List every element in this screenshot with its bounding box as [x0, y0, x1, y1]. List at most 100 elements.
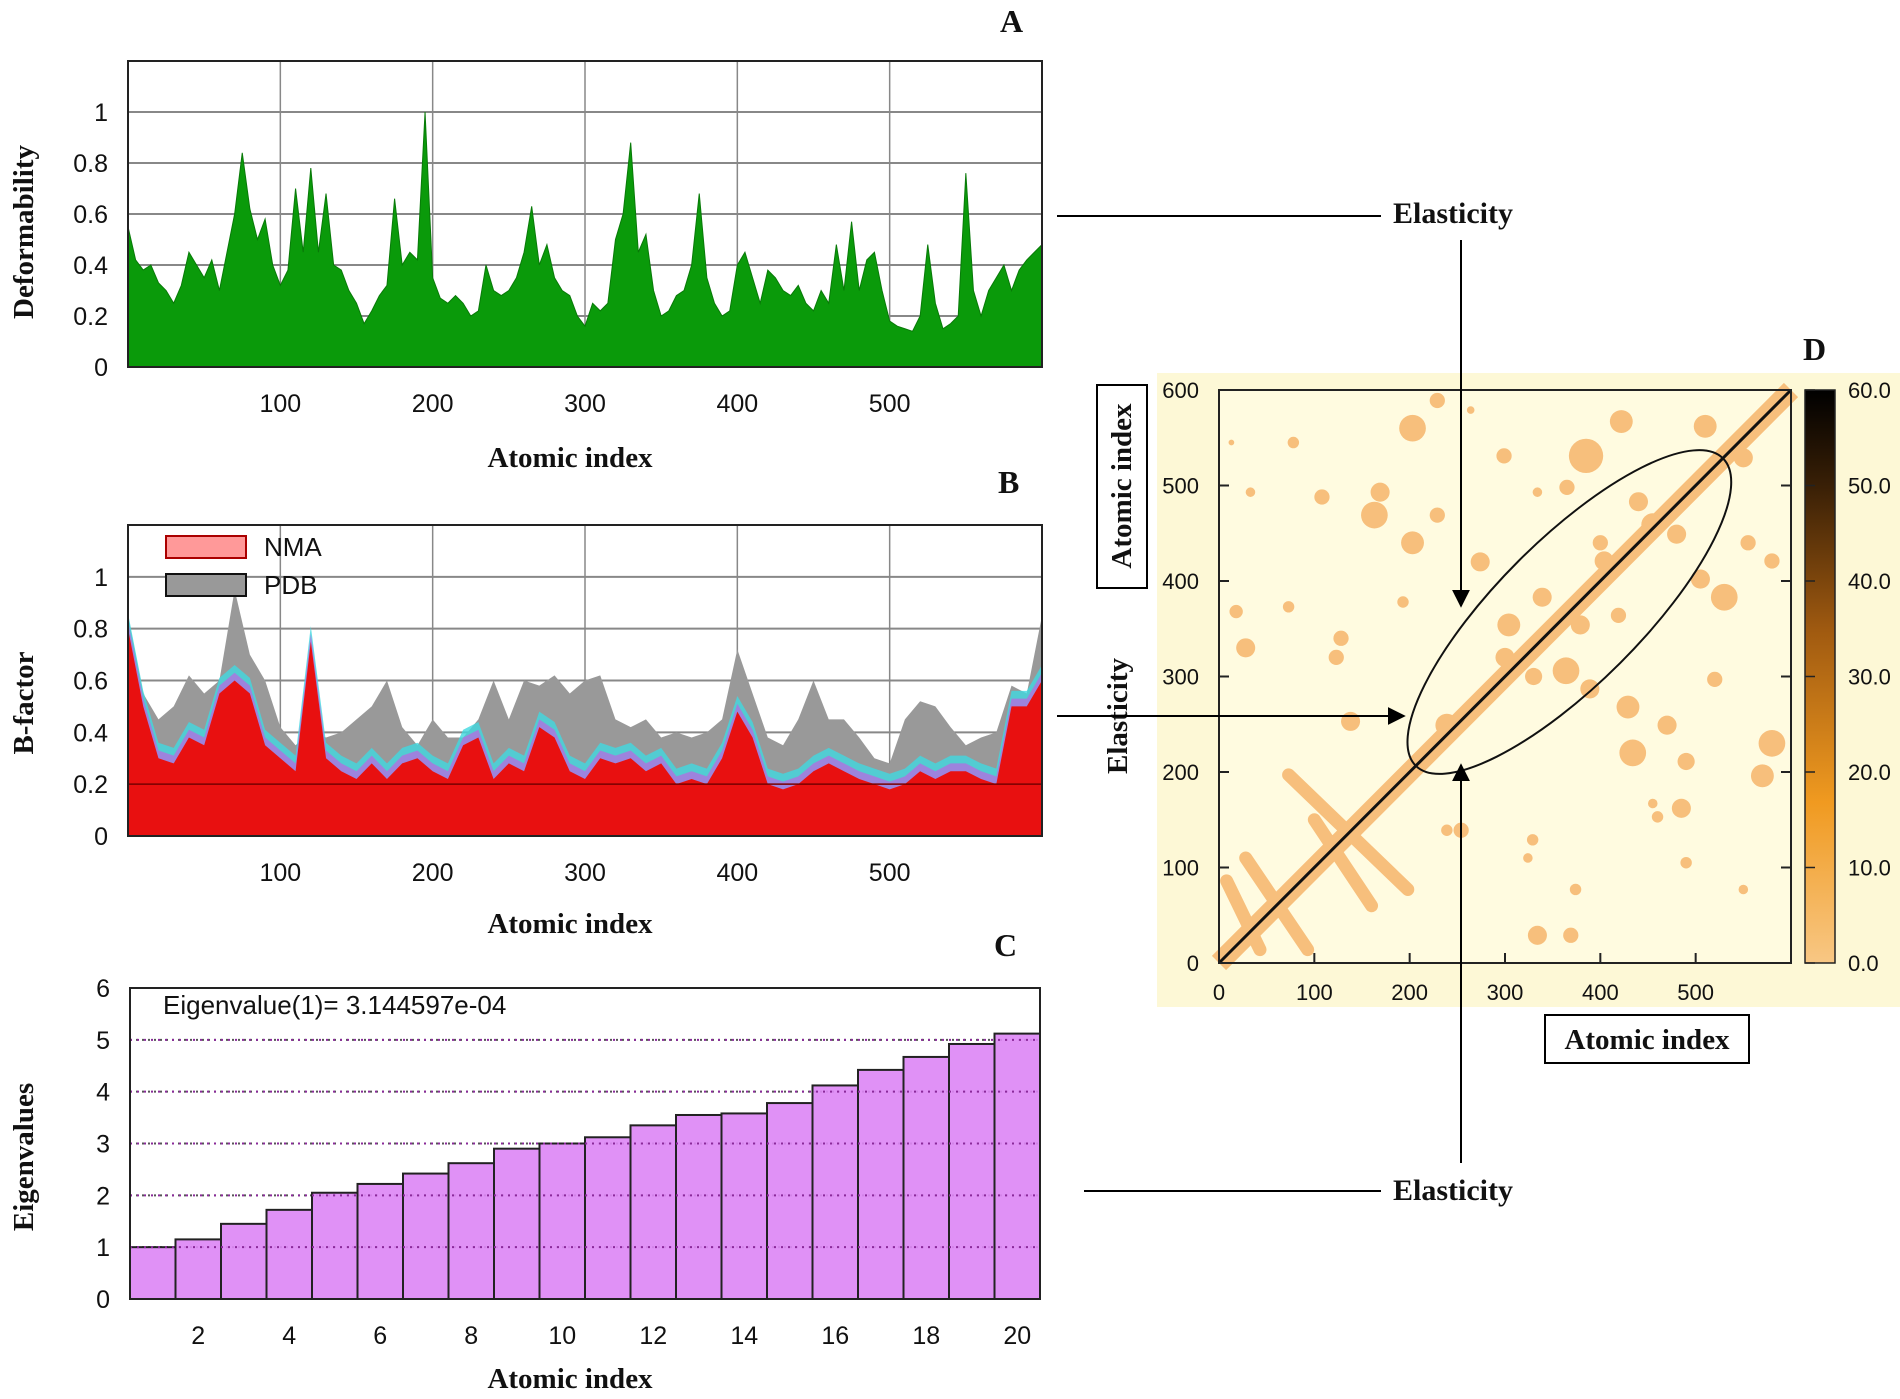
contact-cluster: [1580, 679, 1600, 699]
y-tick-label: 0.8: [73, 616, 108, 644]
x-tick-label: 16: [821, 1322, 849, 1350]
eigenvalue-bar: [265, 1208, 313, 1301]
eigenvalue-bar: [811, 1084, 859, 1300]
plot-frame: [127, 524, 1043, 837]
eigenvalue-bar: [720, 1112, 768, 1300]
contact-cluster: [1228, 439, 1235, 446]
y-tick-label: 0.4: [73, 719, 108, 747]
contact-cluster: [1750, 764, 1774, 788]
x-tick-label: 0: [1213, 980, 1225, 1005]
y-tick-label: 0: [96, 1286, 110, 1314]
contact-cluster: [1648, 798, 1658, 809]
contact-cluster: [1707, 671, 1723, 687]
x-tick-label: 200: [412, 859, 454, 887]
contact-cluster: [1236, 638, 1256, 658]
panel-a-deformability-chart: 0 0.2 0.4 0.6 0.8 1 100 200 300 400 500: [73, 60, 1043, 418]
contact-cluster: [1532, 587, 1552, 607]
eigenvalue-bar: [129, 1246, 177, 1300]
panel-b-xlabel: Atomic index: [487, 908, 653, 940]
contact-cluster: [1641, 513, 1665, 537]
contact-cluster: [1333, 630, 1349, 646]
contact-cluster: [1616, 695, 1640, 719]
contact-cluster: [1569, 883, 1582, 896]
x-tick-label: 18: [912, 1322, 940, 1350]
contact-cluster: [1568, 438, 1604, 474]
contact-cluster: [1526, 834, 1539, 846]
x-tick-label: 6: [373, 1322, 387, 1350]
panel-c-xlabel: Atomic index: [487, 1363, 653, 1395]
eigenvalue-bar: [766, 1102, 814, 1300]
eigenvalue-bar: [493, 1147, 541, 1301]
legend-label-nma: NMA: [264, 532, 322, 562]
contact-cluster: [1495, 647, 1515, 667]
contact-cluster: [1370, 482, 1390, 502]
contact-cluster: [1429, 392, 1445, 409]
y-tick-label: 0.6: [73, 668, 108, 696]
elasticity-top-label: Elasticity: [1393, 197, 1513, 230]
elasticity-annotations: Elasticity Elasticity: [1057, 197, 1513, 1207]
panel-c-annotation: Eigenvalue(1)= 3.144597e-04: [163, 990, 506, 1020]
y-tick-label: 600: [1162, 378, 1199, 403]
contact-cluster: [1563, 927, 1579, 943]
contact-cluster: [1361, 501, 1388, 529]
x-tick-label: 12: [639, 1322, 667, 1350]
contact-cluster: [1401, 531, 1424, 555]
contact-cluster: [1690, 569, 1710, 589]
contact-cluster: [1470, 552, 1490, 572]
contact-cluster: [1496, 448, 1512, 464]
contact-cluster: [1559, 479, 1575, 496]
x-tick-label: 300: [564, 859, 606, 887]
x-tick-label: 100: [1296, 980, 1333, 1005]
panel-letter-d: D: [1803, 331, 1826, 367]
panel-c-ylabel: Eigenvalues: [8, 1083, 40, 1231]
panel-a-ylabel: Deformability: [8, 145, 40, 319]
panel-d-ylabel: Atomic index: [1106, 403, 1138, 569]
x-tick-label: 400: [716, 390, 758, 418]
y-tick-label: 6: [96, 975, 110, 1003]
x-tick-label: 100: [259, 859, 301, 887]
contact-cluster: [1399, 414, 1426, 442]
panel-letter-c: C: [994, 927, 1017, 963]
contact-cluster: [1282, 601, 1295, 613]
panel-d-contact-map: 0 100 200 300 400 500 0 100 200 300 400 500 600 0.0 10…: [1162, 378, 1891, 1005]
x-tick-label: 500: [1677, 980, 1714, 1005]
contact-cluster: [1657, 715, 1677, 735]
x-tick-label: 10: [548, 1322, 576, 1350]
colorbar-tick-label: 20.0: [1848, 760, 1891, 785]
deformability-area: [127, 111, 1043, 368]
x-tick-label: 100: [259, 390, 301, 418]
contact-cluster: [1609, 410, 1633, 433]
eigenvalue-bar: [220, 1222, 268, 1301]
contact-cluster: [1628, 492, 1648, 512]
contact-cluster: [1680, 857, 1692, 869]
x-tick-label: 400: [1582, 980, 1619, 1005]
y-tick-label: 1: [94, 99, 108, 127]
contact-cluster: [1733, 448, 1753, 468]
contact-cluster: [1667, 524, 1687, 544]
highlight-ellipse: [1406, 449, 1733, 775]
x-tick-label: 500: [869, 859, 911, 887]
contact-cluster: [1287, 436, 1300, 449]
contact-cluster: [1693, 414, 1717, 438]
x-tick-label: 300: [564, 390, 606, 418]
y-tick-label: 0.2: [73, 771, 108, 799]
panel-d-ylabel-box: [1096, 384, 1148, 589]
y-tick-label: 1: [96, 1234, 110, 1262]
y-tick-label: 500: [1162, 474, 1199, 499]
contact-cluster: [1570, 615, 1590, 635]
contact-strip: [1307, 813, 1379, 913]
contact-cluster: [1497, 613, 1521, 637]
contact-cluster: [1532, 487, 1543, 497]
contact-cluster: [1764, 553, 1780, 569]
eigenvalue-bar: [584, 1136, 632, 1301]
contact-cluster: [1328, 649, 1344, 666]
y-tick-label: 200: [1162, 760, 1199, 785]
panel-letter-a: A: [1000, 3, 1023, 39]
contact-cluster: [1466, 406, 1475, 414]
colorbar-tick-label: 60.0: [1848, 378, 1891, 403]
contact-cluster: [1619, 739, 1647, 767]
contact-cluster: [1552, 657, 1580, 685]
eigenvalue-bar: [629, 1124, 677, 1300]
y-tick-label: 3: [96, 1131, 110, 1159]
